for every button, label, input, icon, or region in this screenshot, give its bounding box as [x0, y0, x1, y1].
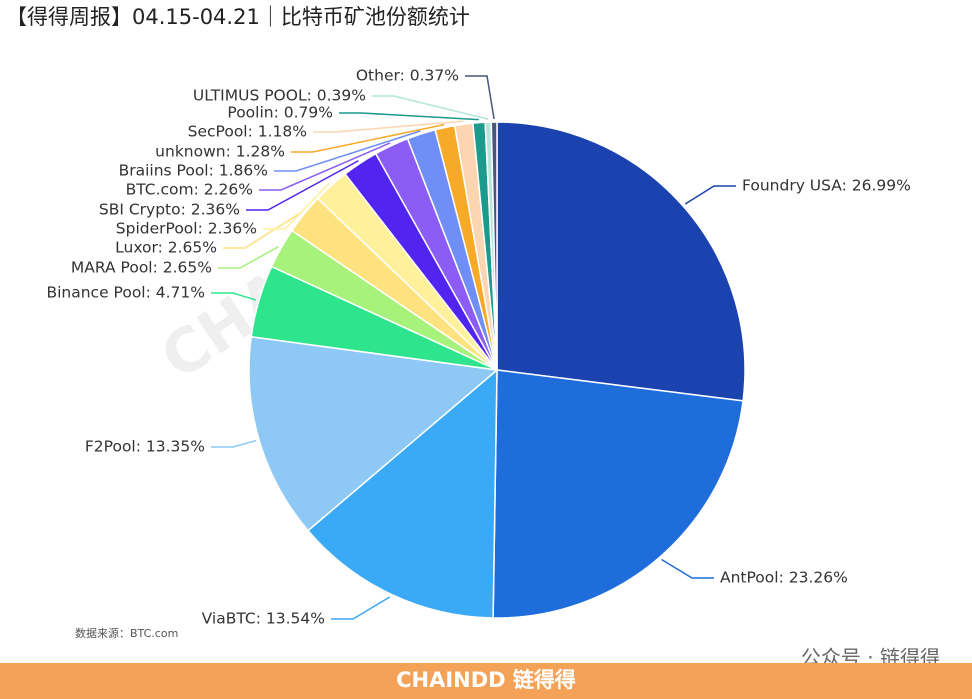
pie-slice: [490, 121, 498, 371]
data-label: MARA Pool: 2.65%: [71, 259, 212, 277]
data-label: BTC.com: 2.26%: [126, 181, 253, 199]
data-label: Binance Pool: 4.71%: [46, 284, 205, 302]
data-label: Poolin: 0.79%: [227, 104, 333, 122]
pie-slice: [496, 121, 746, 402]
pie-slice: [248, 335, 499, 532]
data-label: Braiins Pool: 1.86%: [119, 162, 268, 180]
data-label: Luxor: 2.65%: [115, 239, 217, 257]
leader-line: [211, 439, 257, 448]
leader-line: [339, 112, 479, 121]
data-label: ULTIMUS POOL: 0.39%: [193, 87, 366, 105]
data-label: SpiderPool: 2.36%: [116, 220, 257, 238]
footer-band: [0, 663, 972, 699]
data-label: F2Pool: 13.35%: [85, 438, 205, 456]
leader-line: [223, 211, 303, 249]
data-label: Other: 0.37%: [356, 67, 459, 85]
leader-line: [313, 120, 464, 133]
source-note: 数据来源：BTC.com: [75, 626, 178, 640]
chart-title: 【得得周报】04.15-04.21｜比特币矿池份额统计: [6, 5, 470, 29]
pie-slice: [306, 368, 498, 619]
data-label: AntPool: 23.26%: [720, 569, 848, 587]
footer-brand: CHAINDD 链得得: [396, 668, 576, 692]
leader-line: [211, 292, 257, 301]
data-label: ViaBTC: 13.54%: [202, 610, 325, 628]
data-label: Foundry USA: 26.99%: [742, 177, 911, 195]
leader-line: [218, 246, 279, 269]
leader-line: [372, 95, 489, 120]
leader-line: [259, 142, 391, 191]
leader-line: [291, 123, 445, 153]
leader-line: [331, 596, 391, 620]
leader-line: [246, 160, 359, 211]
leader-line: [684, 185, 736, 205]
leader-line: [465, 75, 495, 120]
data-label: unknown: 1.28%: [155, 143, 285, 161]
data-label: SBI Crypto: 2.36%: [99, 201, 240, 219]
leader-line: [274, 130, 421, 172]
leader-line: [661, 558, 714, 579]
pie-slice: [492, 369, 744, 619]
data-label: SecPool: 1.18%: [188, 123, 307, 141]
leader-line: [263, 182, 330, 230]
